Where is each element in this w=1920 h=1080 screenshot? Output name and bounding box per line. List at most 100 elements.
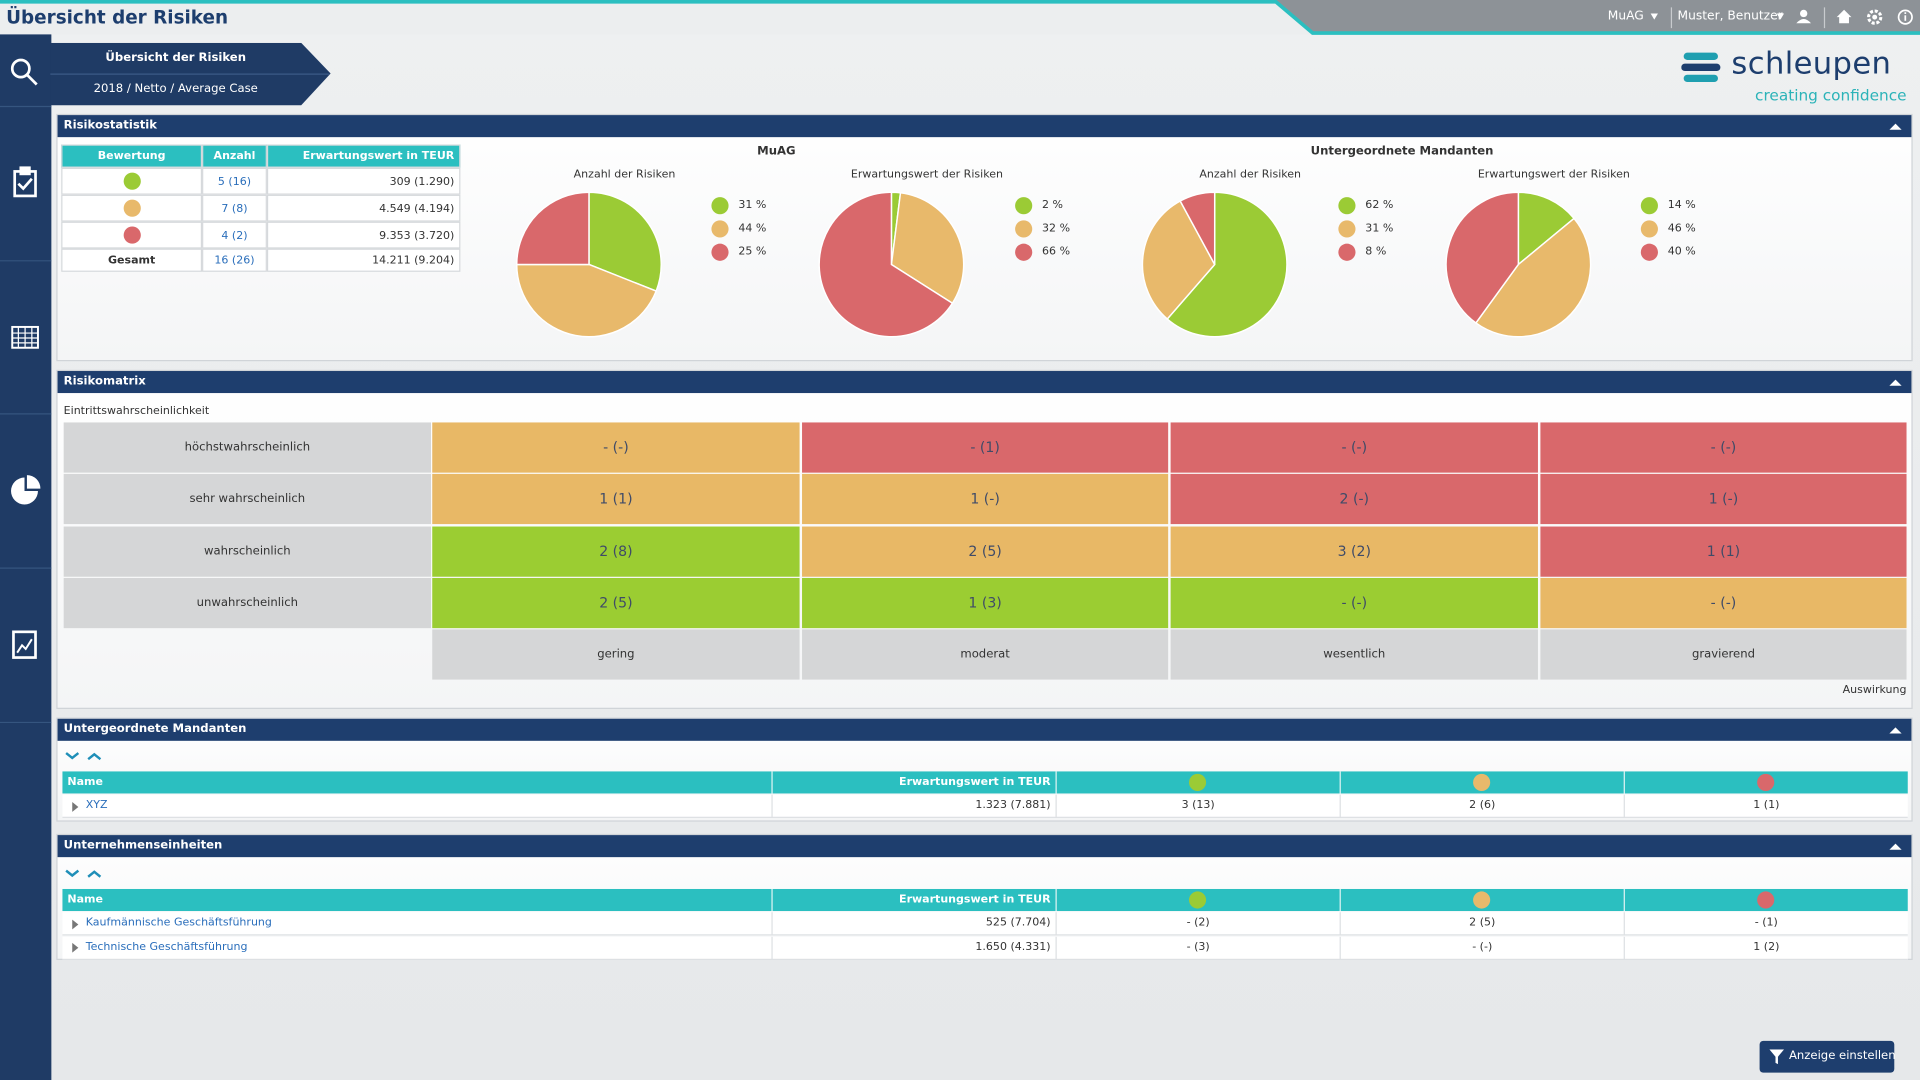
legend-label: 62 % (1365, 199, 1394, 212)
status-dot-header (1757, 773, 1775, 792)
chart-group-title: MuAG (757, 144, 796, 158)
column-divider (1623, 771, 1625, 794)
matrix-cell[interactable]: 2 (5) (802, 526, 1169, 577)
table-header: Erwartungswert in TEUR (771, 888, 1055, 912)
legend-swatch (1338, 243, 1356, 261)
table-cell (61, 167, 203, 195)
table-header: Erwartungswert in TEUR (266, 144, 461, 168)
matrix-cell[interactable]: 1 (3) (802, 577, 1169, 629)
matrix-cell[interactable]: - (-) (432, 422, 800, 473)
panel-title: Risikostatistik (63, 118, 158, 133)
matrix-cell[interactable]: - (-) (1540, 422, 1907, 473)
table-cell[interactable]: 4 (2) (202, 221, 267, 249)
status-dot-header (1188, 773, 1207, 792)
client-menu[interactable]: MuAG (1607, 9, 1644, 24)
panel-title: Untergeordnete Mandanten (63, 722, 247, 736)
table-cell: - (-) (1339, 936, 1624, 960)
status-dot-header (1473, 891, 1491, 909)
legend-swatch (1338, 220, 1356, 238)
chart-title: Erwartungswert der Risiken (1477, 168, 1630, 182)
matrix-cell[interactable]: 2 (8) (432, 526, 800, 577)
collapse-toggle[interactable] (1888, 840, 1903, 852)
table-cell[interactable]: 5 (16) (202, 167, 267, 195)
matrix-cell[interactable]: 2 (5) (432, 577, 800, 629)
logo-mark (1681, 52, 1721, 83)
expand-all (65, 752, 80, 760)
breadcrumb-context[interactable]: 2018 / Netto / Average Case (93, 82, 258, 96)
table-header: Bewertung (61, 144, 203, 168)
table-cell: 1 (1) (1623, 794, 1908, 818)
legend-swatch (1015, 220, 1033, 238)
expand-row[interactable] (71, 800, 81, 812)
logo-tagline: creating confidence (1755, 85, 1907, 105)
row-name-link[interactable]: XYZ (85, 799, 108, 812)
panel-header: Risikomatrix (57, 371, 1912, 394)
table-cell: 309 (1.290) (266, 167, 461, 195)
collapse-toggle[interactable] (1888, 376, 1903, 388)
matrix-cell[interactable]: - (-) (1540, 577, 1907, 629)
user-menu[interactable]: Muster, Benutzer (1677, 9, 1783, 24)
legend-label: 32 % (1042, 222, 1071, 236)
matrix-cell[interactable]: 1 (1) (1540, 526, 1907, 577)
chart-title: Erwartungswert der Risiken (850, 168, 1003, 182)
table-cell: 1 (2) (1623, 936, 1908, 960)
column-divider (1623, 888, 1625, 912)
matrix-cell[interactable]: 2 (-) (1170, 474, 1538, 525)
expand-row[interactable] (71, 942, 81, 954)
table-cell: 3 (13) (1055, 794, 1340, 818)
collapse-all (87, 752, 102, 761)
legend-swatch (711, 220, 729, 238)
collapse-toggle[interactable] (1888, 724, 1903, 736)
table-cell: 525 (7.704) (771, 912, 1055, 936)
status-dot-header (1473, 773, 1491, 792)
matrix-cell[interactable]: - (-) (1170, 577, 1538, 629)
panel-header: Untergeordnete Mandanten (57, 718, 1912, 741)
legend-swatch (1640, 243, 1658, 261)
chart-group-title: Untergeordnete Mandanten (1310, 144, 1494, 158)
table-header-bar (62, 771, 1908, 794)
matrix-cell[interactable]: 1 (-) (1540, 474, 1907, 525)
matrix-cell[interactable]: - (1) (802, 422, 1169, 473)
matrix-cell[interactable]: - (-) (1170, 422, 1538, 473)
legend-label: 66 % (1042, 246, 1071, 259)
table-row (62, 912, 1908, 936)
legend-swatch (1338, 197, 1356, 215)
row-name-link[interactable]: Kaufmännische Geschäftsführung (85, 917, 272, 930)
legend-label: 44 % (738, 222, 767, 236)
legend-swatch (711, 243, 729, 261)
expand-collapse-all[interactable] (64, 751, 113, 768)
page-title: Übersicht der Risiken (6, 6, 229, 29)
collapse-toggle[interactable] (1888, 120, 1903, 132)
matrix-cell[interactable]: 3 (2) (1170, 526, 1538, 577)
matrix-cell[interactable]: 1 (-) (802, 474, 1169, 525)
column-divider (1339, 888, 1341, 912)
table-cell: 14.211 (9.204) (266, 248, 461, 272)
funnel (1769, 1049, 1785, 1065)
table-cell: 9.353 (3.720) (266, 221, 461, 249)
button-label: Anzeige einstellen (1788, 1049, 1896, 1063)
breadcrumb-shape (50, 42, 331, 106)
panel-header: Risikostatistik (57, 115, 1912, 138)
legend-label: 8 % (1365, 246, 1387, 259)
expand-collapse-all[interactable] (64, 868, 113, 885)
collapse-all (87, 870, 102, 878)
table-cell: - (3) (1055, 936, 1340, 960)
breadcrumb-page[interactable]: Übersicht der Risiken (105, 51, 246, 65)
table-cell: 2 (5) (1339, 912, 1624, 936)
matrix-cell[interactable]: 1 (1) (432, 474, 800, 525)
chart-title: Anzahl der Risiken (573, 168, 676, 182)
table-header: Name (67, 893, 103, 907)
table-cell[interactable]: 7 (8) (202, 194, 267, 222)
triangle (72, 918, 79, 929)
legend-swatch (1015, 197, 1033, 215)
axis-label: Auswirkung (1842, 684, 1907, 697)
row-name-link[interactable]: Technische Geschäftsführung (85, 941, 248, 954)
table-cell: 1.323 (7.881) (771, 794, 1055, 818)
table-cell: Gesamt (61, 248, 203, 272)
expand-row[interactable] (71, 918, 81, 930)
button[interactable]: Anzeige einstellen (1759, 1040, 1896, 1073)
column-label: gravierend (1540, 629, 1907, 680)
